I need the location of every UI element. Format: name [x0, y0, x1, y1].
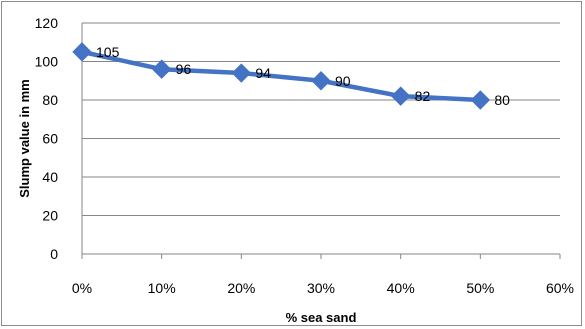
y-tick-120: 120 — [35, 15, 59, 31]
x-tick-1: 10% — [148, 280, 176, 296]
data-point-5 — [470, 90, 491, 110]
y-tick-100: 100 — [35, 54, 59, 70]
x-tick-3: 30% — [307, 280, 335, 296]
x-tick-0: 0% — [72, 280, 92, 296]
data-point-3 — [311, 71, 331, 91]
gridlines — [82, 22, 560, 216]
x-tick-2: 20% — [227, 280, 255, 296]
data-point-1 — [151, 59, 172, 79]
data-label-3: 90 — [335, 73, 351, 89]
data-label-0: 105 — [96, 44, 120, 60]
axes — [81, 23, 561, 259]
y-tick-0: 0 — [50, 246, 58, 262]
data-point-4 — [390, 86, 411, 106]
x-tick-4: 40% — [387, 280, 415, 296]
y-tick-80: 80 — [42, 92, 58, 108]
y-tick-60: 60 — [42, 131, 58, 147]
y-tick-labels: 0 20 40 60 80 100 120 — [35, 15, 59, 262]
x-tick-5: 50% — [466, 280, 494, 296]
data-point-0 — [72, 42, 92, 62]
data-label-4: 82 — [415, 88, 431, 104]
series-line-0 — [81, 49, 481, 103]
data-point-2 — [231, 63, 252, 83]
y-tick-20: 20 — [42, 208, 58, 224]
y-axis-title: Slump value in mm — [17, 79, 32, 197]
x-axis-title: % sea sand — [286, 310, 357, 325]
data-labels: 105 96 94 90 82 80 — [96, 44, 510, 108]
data-label-5: 80 — [494, 92, 510, 108]
x-tick-labels: 0% 10% 20% 30% 40% 50% 60% — [72, 280, 574, 296]
y-tick-40: 40 — [42, 169, 58, 185]
data-label-1: 96 — [176, 61, 192, 77]
x-tick-6: 60% — [546, 280, 574, 296]
series-group — [72, 42, 491, 110]
data-label-2: 94 — [255, 65, 271, 81]
